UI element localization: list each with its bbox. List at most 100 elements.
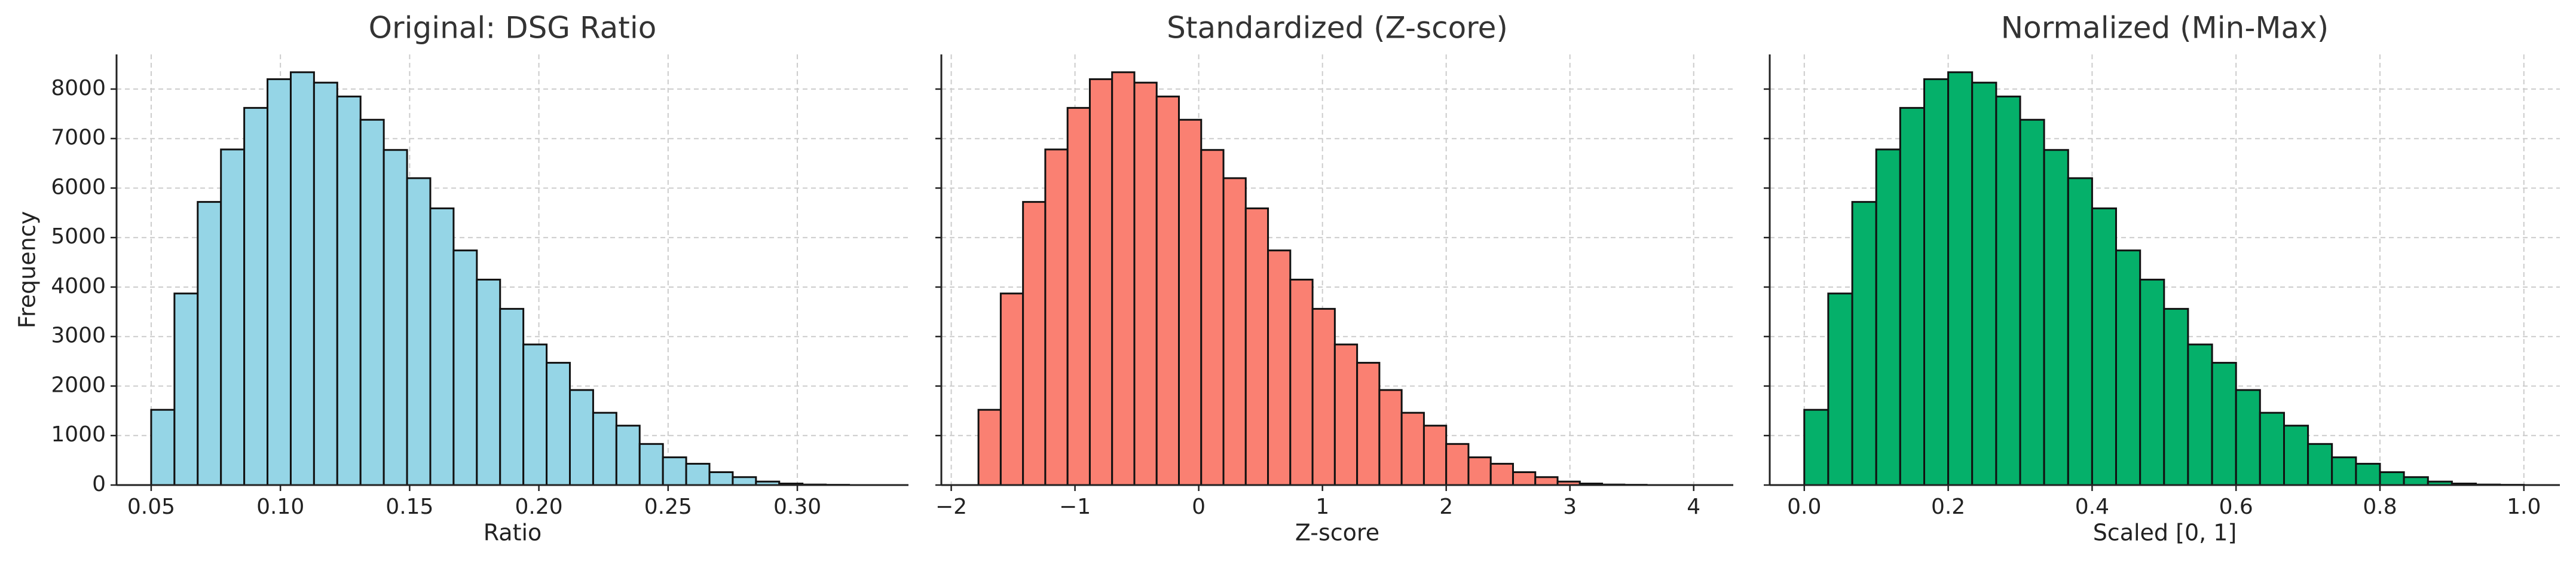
bar	[499, 307, 525, 486]
bar	[2019, 118, 2045, 486]
bar	[1923, 78, 1950, 486]
bar	[2043, 149, 2069, 486]
bar	[406, 177, 432, 486]
y-axis-label: Frequency	[14, 211, 41, 328]
bar	[2283, 425, 2309, 486]
y-tick-label: 5000	[51, 224, 106, 249]
y-tick-label: 7000	[51, 126, 106, 150]
x-tick-label: 0.2	[1931, 495, 1965, 519]
bar	[977, 408, 1002, 486]
x-tick-label: −2	[935, 495, 967, 519]
bar	[1267, 249, 1292, 486]
bar	[1111, 71, 1136, 486]
bar	[197, 201, 222, 486]
x-tick-label: 0.4	[2075, 495, 2109, 519]
chart-title: Standardized (Z-score)	[1167, 11, 1508, 45]
bar	[1311, 307, 1336, 486]
bar	[2259, 411, 2286, 486]
x-axis-label: Ratio	[484, 520, 542, 546]
x-axis-label: Scaled [0, 1]	[2093, 520, 2237, 546]
bar	[1947, 71, 1974, 486]
bar	[359, 118, 385, 486]
bar	[1445, 443, 1470, 486]
bar	[2139, 279, 2165, 486]
bar	[1356, 362, 1381, 486]
x-tick-label: 1	[1315, 495, 1329, 519]
bar	[1022, 201, 1047, 486]
bar	[708, 471, 734, 486]
bar	[1178, 118, 1203, 486]
x-tick-label: 0.0	[1787, 495, 1821, 519]
bar	[2163, 307, 2189, 486]
bar	[1971, 81, 1997, 486]
x-tick-label: 1.0	[2507, 495, 2541, 519]
y-tick-label: 3000	[51, 324, 106, 348]
y-tick-label: 2000	[51, 373, 106, 397]
bar	[1333, 343, 1359, 486]
bar	[592, 411, 617, 486]
bar	[150, 408, 176, 486]
x-tick-label: 0.25	[644, 495, 692, 519]
x-axis-label: Z-score	[1295, 520, 1379, 546]
chart-title: Original: DSG Ratio	[369, 11, 657, 45]
bar	[1244, 207, 1269, 486]
x-tick-label: 0.15	[386, 495, 433, 519]
y-tick-label: 0	[92, 472, 106, 496]
bar	[1899, 106, 1926, 486]
bar	[452, 249, 478, 486]
bar	[336, 95, 362, 486]
bar	[1995, 95, 2021, 486]
bar	[2379, 471, 2405, 486]
bar	[2355, 462, 2381, 486]
bar	[638, 443, 664, 486]
bar	[383, 149, 408, 486]
y-tick-label: 1000	[51, 422, 106, 447]
bar	[1534, 476, 1559, 486]
bar	[546, 362, 571, 486]
bar	[569, 389, 594, 486]
x-tick-label: 0.20	[515, 495, 563, 519]
bar	[1222, 177, 1247, 486]
x-tick-label: 0.8	[2363, 495, 2397, 519]
bar	[1133, 81, 1158, 486]
bar	[1400, 411, 1425, 486]
bar	[2403, 476, 2429, 486]
bar	[220, 148, 246, 486]
bar	[267, 78, 292, 486]
bar	[2187, 343, 2213, 486]
x-tick-label: 0.30	[773, 495, 821, 519]
bar	[429, 207, 455, 486]
bar	[2235, 389, 2261, 486]
bar	[615, 425, 641, 486]
x-tick-label: 4	[1687, 495, 1700, 519]
bar	[2091, 207, 2117, 486]
bar	[1155, 95, 1180, 486]
bar	[173, 292, 199, 486]
bar	[1066, 106, 1091, 486]
bar	[662, 456, 687, 486]
bar	[1467, 456, 1492, 486]
bar	[1200, 149, 1225, 486]
bar	[1827, 292, 1853, 486]
bar	[522, 343, 548, 486]
x-tick-label: −1	[1059, 495, 1091, 519]
bar	[1512, 471, 1537, 486]
bar	[685, 462, 711, 486]
bar	[1489, 462, 1514, 486]
bar	[1378, 389, 1403, 486]
bar	[1044, 148, 1069, 486]
x-tick-label: 2	[1439, 495, 1453, 519]
bar	[1088, 78, 1113, 486]
y-tick-label: 4000	[51, 274, 106, 298]
bar	[476, 279, 501, 486]
bar	[732, 476, 757, 486]
bar	[999, 292, 1024, 486]
bar	[2307, 443, 2333, 486]
bar	[289, 71, 315, 486]
bar	[1851, 201, 1877, 486]
bar	[2331, 456, 2357, 486]
x-tick-label: 0.6	[2219, 495, 2253, 519]
y-tick-label: 8000	[51, 76, 106, 100]
x-tick-label: 0.10	[256, 495, 304, 519]
